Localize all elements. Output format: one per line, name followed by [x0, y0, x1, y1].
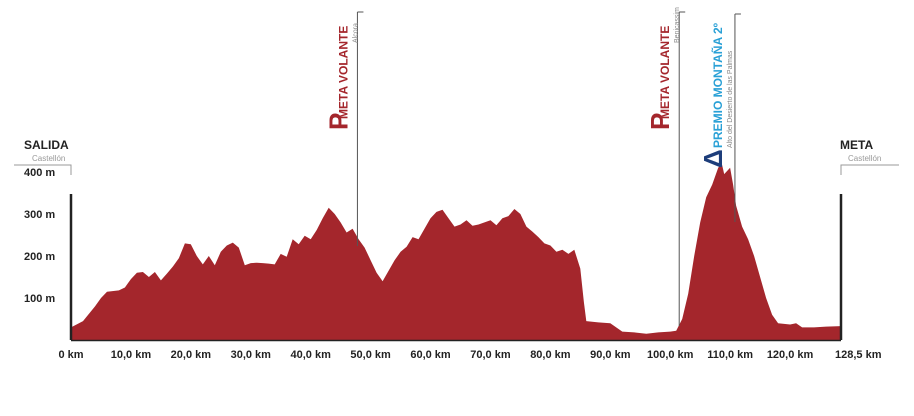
finish-label: META — [840, 138, 873, 152]
y-tick-label: 100 m — [24, 293, 55, 305]
finish-bracket — [840, 164, 899, 175]
x-tick-label: 30,0 km — [231, 349, 272, 361]
x-tick-label: 0 km — [58, 349, 83, 361]
x-tick-label: 110,0 km — [707, 349, 753, 361]
x-tick-label: 20,0 km — [171, 349, 212, 361]
profile-area-layer — [71, 163, 841, 340]
x-tick-label: 120,0 km — [767, 349, 814, 361]
climb-location: Alto del Desierto de las Palmas — [727, 50, 734, 148]
sprint-title: META VOLANTE — [658, 26, 672, 119]
x-tick-label: 90,0 km — [590, 349, 631, 361]
axis-layer: 100 m 200 m 300 m 400 m 0 km 10,0 km 20,0 km 30… — [24, 167, 882, 361]
x-tick-label: 70,0 km — [470, 349, 511, 361]
sprint-p-icon: P — [645, 113, 675, 130]
x-tick-label: 10,0 km — [111, 349, 152, 361]
y-tick-label: 200 m — [24, 251, 55, 263]
x-tick-label: 128,5 km — [835, 349, 882, 361]
x-tick-label: 100,0 km — [647, 349, 694, 361]
start-label: SALIDA — [24, 138, 69, 152]
sprint-label: META VOLANTE Alcora — [336, 23, 359, 119]
climb-title: PREMIO MONTAÑA 2º — [710, 22, 725, 148]
start-location: Castellón — [32, 154, 65, 163]
climb-triangle-icon: Δ — [698, 149, 728, 168]
x-tick-label: 80,0 km — [530, 349, 571, 361]
sprint-title: META VOLANTE — [336, 26, 350, 119]
elevation-area — [71, 163, 841, 340]
marker-poles-layer — [356, 11, 741, 326]
finish-location: Castellón — [848, 154, 881, 163]
sprint-location: Benicassim — [674, 7, 681, 43]
y-tick-label: 400 m — [24, 167, 55, 179]
y-tick-label: 300 m — [24, 209, 55, 221]
sprint-location: Alcora — [352, 23, 359, 43]
x-tick-label: 40,0 km — [291, 349, 332, 361]
climb-label: PREMIO MONTAÑA 2º Alto del Desierto de la… — [710, 22, 734, 148]
x-tick-label: 60,0 km — [410, 349, 451, 361]
x-tick-label: 50,0 km — [350, 349, 391, 361]
start-bracket — [14, 164, 72, 175]
start-finish-layer: SALIDA Castellón META Castellón — [14, 138, 899, 340]
sprint-p-icon: P — [323, 113, 353, 130]
